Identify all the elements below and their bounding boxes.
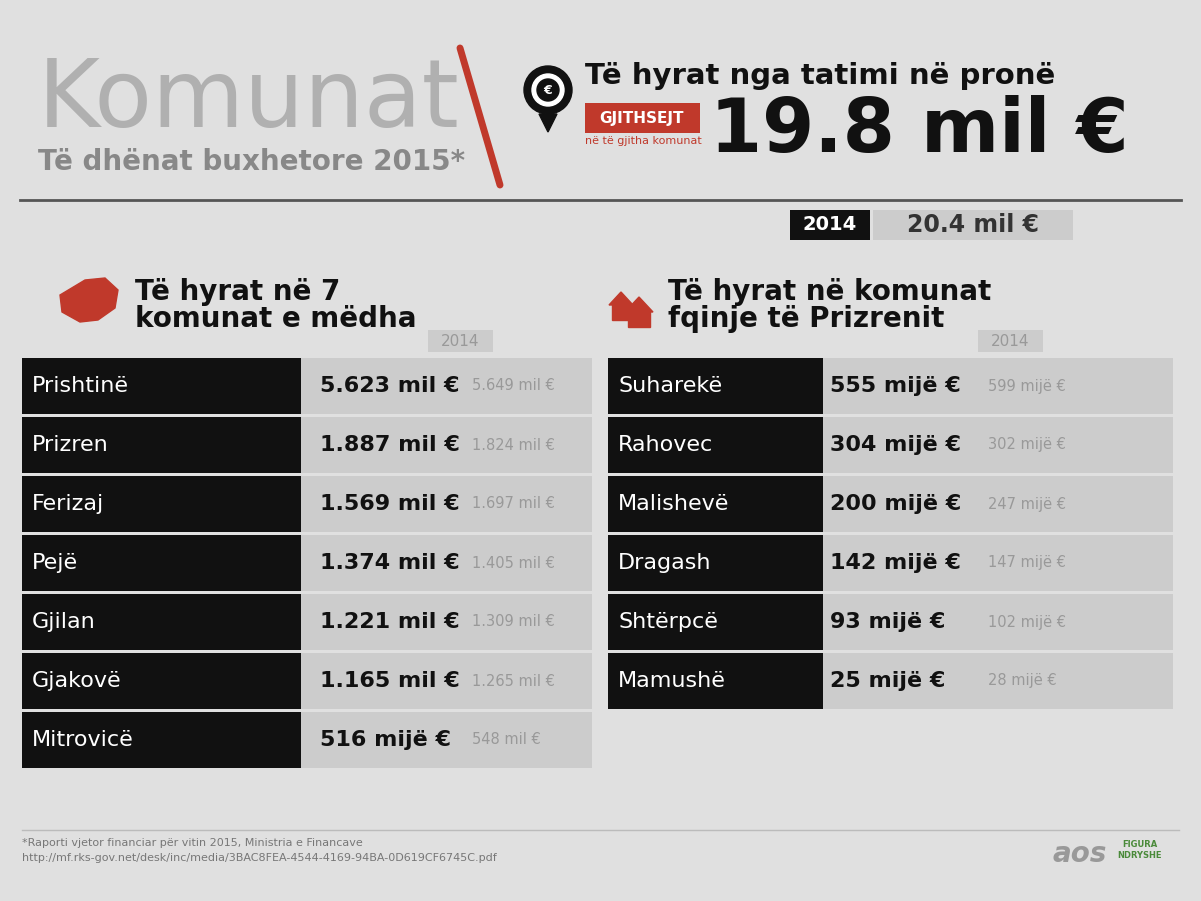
Text: 599 mijë €: 599 mijë € [988, 378, 1065, 394]
FancyBboxPatch shape [22, 417, 301, 473]
Text: Të hyrat në 7: Të hyrat në 7 [135, 278, 340, 306]
Text: Shtërpcë: Shtërpcë [619, 612, 718, 632]
FancyBboxPatch shape [22, 535, 301, 591]
Text: fqinje të Prizrenit: fqinje të Prizrenit [668, 305, 944, 333]
Polygon shape [539, 114, 557, 132]
Circle shape [537, 79, 558, 101]
FancyBboxPatch shape [608, 653, 823, 709]
FancyBboxPatch shape [608, 476, 1173, 532]
FancyBboxPatch shape [608, 594, 823, 650]
Text: GJITHSEJT: GJITHSEJT [599, 111, 685, 125]
FancyBboxPatch shape [22, 653, 592, 709]
FancyBboxPatch shape [608, 417, 823, 473]
Text: 93 mijë €: 93 mijë € [830, 612, 945, 632]
FancyBboxPatch shape [22, 594, 592, 650]
Polygon shape [613, 303, 631, 320]
Text: FIGURA
NDRYSHE: FIGURA NDRYSHE [1118, 840, 1163, 860]
Text: Rahovec: Rahovec [619, 435, 713, 455]
Text: 2014: 2014 [803, 215, 858, 234]
Text: 1.165 mil €: 1.165 mil € [319, 671, 460, 691]
Text: 147 mijë €: 147 mijë € [988, 556, 1065, 570]
FancyBboxPatch shape [608, 594, 1173, 650]
Text: 2014: 2014 [991, 333, 1029, 349]
FancyBboxPatch shape [608, 358, 1173, 414]
Text: €: € [544, 85, 552, 97]
FancyBboxPatch shape [22, 358, 592, 414]
Text: Suharekë: Suharekë [619, 376, 722, 396]
Polygon shape [625, 297, 653, 312]
Text: http://mf.rks-gov.net/desk/inc/media/3BAC8FEA-4544-4169-94BA-0D619CF6745C.pdf: http://mf.rks-gov.net/desk/inc/media/3BA… [22, 853, 497, 863]
Text: 548 mil €: 548 mil € [472, 733, 540, 748]
Text: Mitrovicë: Mitrovicë [32, 730, 133, 750]
FancyBboxPatch shape [608, 476, 823, 532]
Text: aos: aos [1053, 840, 1107, 868]
Polygon shape [60, 278, 118, 322]
Text: komunat e mëdha: komunat e mëdha [135, 305, 417, 333]
Text: 142 mijë €: 142 mijë € [830, 553, 961, 573]
Text: Dragash: Dragash [619, 553, 711, 573]
Text: 304 mijë €: 304 mijë € [830, 435, 961, 455]
FancyBboxPatch shape [22, 653, 301, 709]
Circle shape [524, 66, 572, 114]
Text: 2014: 2014 [441, 333, 479, 349]
FancyBboxPatch shape [608, 535, 1173, 591]
Text: 1.405 mil €: 1.405 mil € [472, 556, 555, 570]
FancyBboxPatch shape [978, 330, 1042, 352]
Text: Ferizaj: Ferizaj [32, 494, 104, 514]
Text: 247 mijë €: 247 mijë € [988, 496, 1066, 512]
FancyBboxPatch shape [608, 653, 1173, 709]
Text: Gjilan: Gjilan [32, 612, 96, 632]
FancyBboxPatch shape [22, 712, 592, 768]
Text: 516 mijë €: 516 mijë € [319, 730, 452, 750]
FancyBboxPatch shape [608, 358, 823, 414]
FancyBboxPatch shape [22, 417, 592, 473]
Text: Gjakovë: Gjakovë [32, 671, 121, 691]
Text: Të hyrat në komunat: Të hyrat në komunat [668, 278, 991, 306]
Text: 1.309 mil €: 1.309 mil € [472, 614, 555, 630]
FancyBboxPatch shape [22, 476, 592, 532]
FancyBboxPatch shape [22, 535, 592, 591]
FancyBboxPatch shape [22, 476, 301, 532]
Text: 1.697 mil €: 1.697 mil € [472, 496, 555, 512]
Text: në të gjitha komunat: në të gjitha komunat [585, 136, 701, 146]
FancyBboxPatch shape [790, 210, 870, 240]
Text: Të hyrat nga tatimi në pronë: Të hyrat nga tatimi në pronë [585, 62, 1056, 90]
Text: Mamushë: Mamushë [619, 671, 725, 691]
Text: 5.623 mil €: 5.623 mil € [319, 376, 460, 396]
FancyBboxPatch shape [608, 417, 1173, 473]
FancyBboxPatch shape [22, 358, 301, 414]
Text: 200 mijë €: 200 mijë € [830, 494, 961, 514]
Text: 555 mijë €: 555 mijë € [830, 376, 961, 396]
Text: Prishtinë: Prishtinë [32, 376, 129, 396]
Text: 19.8 mil €: 19.8 mil € [710, 95, 1129, 168]
Text: 1.374 mil €: 1.374 mil € [319, 553, 460, 573]
Text: *Raporti vjetor financiar për vitin 2015, Ministria e Financave: *Raporti vjetor financiar për vitin 2015… [22, 838, 363, 848]
FancyBboxPatch shape [585, 103, 700, 133]
Polygon shape [609, 292, 633, 305]
Text: 1.221 mil €: 1.221 mil € [319, 612, 460, 632]
FancyBboxPatch shape [428, 330, 492, 352]
Text: 1.265 mil €: 1.265 mil € [472, 674, 555, 688]
Text: 5.649 mil €: 5.649 mil € [472, 378, 555, 394]
Text: Prizren: Prizren [32, 435, 109, 455]
Text: 1.824 mil €: 1.824 mil € [472, 438, 555, 452]
Text: 1.569 mil €: 1.569 mil € [319, 494, 460, 514]
FancyBboxPatch shape [608, 535, 823, 591]
Text: 302 mijë €: 302 mijë € [988, 438, 1065, 452]
FancyBboxPatch shape [22, 594, 301, 650]
Text: Malishevë: Malishevë [619, 494, 729, 514]
FancyBboxPatch shape [22, 712, 301, 768]
FancyBboxPatch shape [873, 210, 1072, 240]
Text: Të dhënat buxhetore 2015*: Të dhënat buxhetore 2015* [38, 148, 465, 176]
Text: 28 mijë €: 28 mijë € [988, 674, 1057, 688]
Text: 102 mijë €: 102 mijë € [988, 614, 1066, 630]
Circle shape [532, 74, 564, 106]
Text: Pejë: Pejë [32, 553, 78, 573]
Text: 25 mijë €: 25 mijë € [830, 671, 945, 691]
Text: Komunat: Komunat [38, 55, 460, 147]
Polygon shape [628, 310, 650, 327]
Text: 20.4 mil €: 20.4 mil € [907, 213, 1039, 237]
Text: 1.887 mil €: 1.887 mil € [319, 435, 460, 455]
